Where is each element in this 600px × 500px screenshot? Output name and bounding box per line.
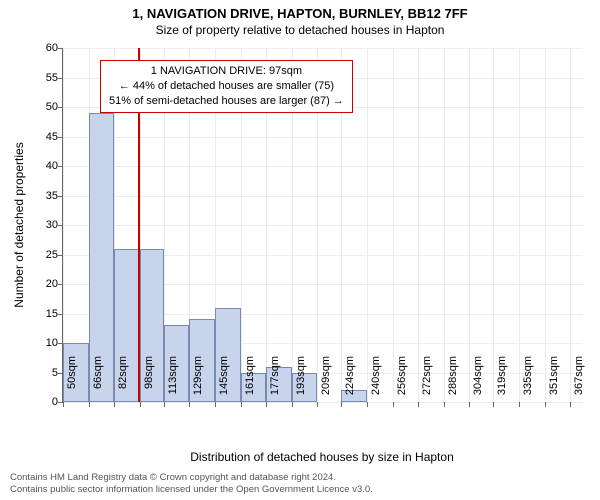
grid-line-v bbox=[519, 48, 520, 402]
x-tick-mark bbox=[266, 402, 267, 407]
y-tick-label: 50 bbox=[28, 101, 58, 113]
y-tick-label: 0 bbox=[28, 396, 58, 408]
x-tick-mark bbox=[418, 402, 419, 407]
x-tick-mark bbox=[519, 402, 520, 407]
annotation-line-1: 1 NAVIGATION DRIVE: 97sqm bbox=[109, 64, 344, 79]
x-tick-label: 304sqm bbox=[472, 356, 484, 406]
grid-line-v bbox=[493, 48, 494, 402]
x-tick-mark bbox=[570, 402, 571, 407]
y-tick-label: 45 bbox=[28, 131, 58, 143]
x-tick-label: 129sqm bbox=[192, 356, 204, 406]
x-tick-mark bbox=[469, 402, 470, 407]
x-tick-label: 335sqm bbox=[522, 356, 534, 406]
x-tick-mark bbox=[63, 402, 64, 407]
x-tick-label: 209sqm bbox=[320, 356, 332, 406]
x-tick-mark bbox=[241, 402, 242, 407]
grid-line-h bbox=[63, 166, 583, 167]
footer-line-2: Contains public sector information licen… bbox=[10, 484, 373, 496]
x-tick-mark bbox=[140, 402, 141, 407]
y-tick-label: 35 bbox=[28, 190, 58, 202]
x-tick-mark bbox=[545, 402, 546, 407]
y-tick-label: 55 bbox=[28, 72, 58, 84]
grid-line-v bbox=[545, 48, 546, 402]
grid-line-h bbox=[63, 137, 583, 138]
grid-line-v bbox=[367, 48, 368, 402]
chart-title-main: 1, NAVIGATION DRIVE, HAPTON, BURNLEY, BB… bbox=[0, 0, 600, 21]
x-tick-label: 319sqm bbox=[496, 356, 508, 406]
x-tick-mark bbox=[393, 402, 394, 407]
x-tick-mark bbox=[215, 402, 216, 407]
x-tick-label: 240sqm bbox=[370, 356, 382, 406]
x-tick-mark bbox=[493, 402, 494, 407]
annotation-line-3: 51% of semi-detached houses are larger (… bbox=[109, 94, 344, 109]
x-axis-title: Distribution of detached houses by size … bbox=[62, 450, 582, 464]
y-tick-label: 25 bbox=[28, 249, 58, 261]
x-tick-label: 288sqm bbox=[447, 356, 459, 406]
x-tick-label: 82sqm bbox=[117, 356, 129, 406]
chart-title-sub: Size of property relative to detached ho… bbox=[0, 21, 600, 37]
footer-attribution: Contains HM Land Registry data © Crown c… bbox=[10, 472, 373, 496]
x-tick-label: 256sqm bbox=[396, 356, 408, 406]
grid-line-h bbox=[63, 196, 583, 197]
x-tick-mark bbox=[367, 402, 368, 407]
grid-line-h bbox=[63, 225, 583, 226]
x-tick-mark bbox=[114, 402, 115, 407]
x-tick-label: 177sqm bbox=[269, 356, 281, 406]
x-tick-label: 193sqm bbox=[295, 356, 307, 406]
x-tick-mark bbox=[164, 402, 165, 407]
y-tick-label: 5 bbox=[28, 367, 58, 379]
grid-line-v bbox=[570, 48, 571, 402]
x-tick-mark bbox=[89, 402, 90, 407]
x-tick-label: 224sqm bbox=[344, 356, 356, 406]
grid-line-v bbox=[418, 48, 419, 402]
x-tick-label: 272sqm bbox=[421, 356, 433, 406]
footer-line-1: Contains HM Land Registry data © Crown c… bbox=[10, 472, 373, 484]
x-tick-mark bbox=[444, 402, 445, 407]
y-tick-label: 40 bbox=[28, 160, 58, 172]
x-tick-label: 145sqm bbox=[218, 356, 230, 406]
x-tick-mark bbox=[189, 402, 190, 407]
x-tick-label: 66sqm bbox=[92, 356, 104, 406]
x-tick-mark bbox=[292, 402, 293, 407]
annotation-line-2: ← 44% of detached houses are smaller (75… bbox=[109, 79, 344, 94]
grid-line-v bbox=[444, 48, 445, 402]
grid-line-h bbox=[63, 48, 583, 49]
y-tick-label: 30 bbox=[28, 219, 58, 231]
y-tick-label: 15 bbox=[28, 308, 58, 320]
annotation-box: 1 NAVIGATION DRIVE: 97sqm ← 44% of detac… bbox=[100, 60, 353, 113]
grid-line-v bbox=[469, 48, 470, 402]
x-tick-mark bbox=[341, 402, 342, 407]
y-tick-label: 20 bbox=[28, 278, 58, 290]
grid-line-v bbox=[393, 48, 394, 402]
x-tick-label: 113sqm bbox=[167, 356, 179, 406]
x-tick-label: 367sqm bbox=[573, 356, 585, 406]
x-tick-label: 50sqm bbox=[66, 356, 78, 406]
y-tick-label: 10 bbox=[28, 337, 58, 349]
y-axis-title: Number of detached properties bbox=[12, 48, 26, 402]
x-tick-label: 351sqm bbox=[548, 356, 560, 406]
x-tick-label: 161sqm bbox=[244, 356, 256, 406]
x-tick-label: 98sqm bbox=[143, 356, 155, 406]
y-tick-label: 60 bbox=[28, 42, 58, 54]
x-tick-mark bbox=[317, 402, 318, 407]
